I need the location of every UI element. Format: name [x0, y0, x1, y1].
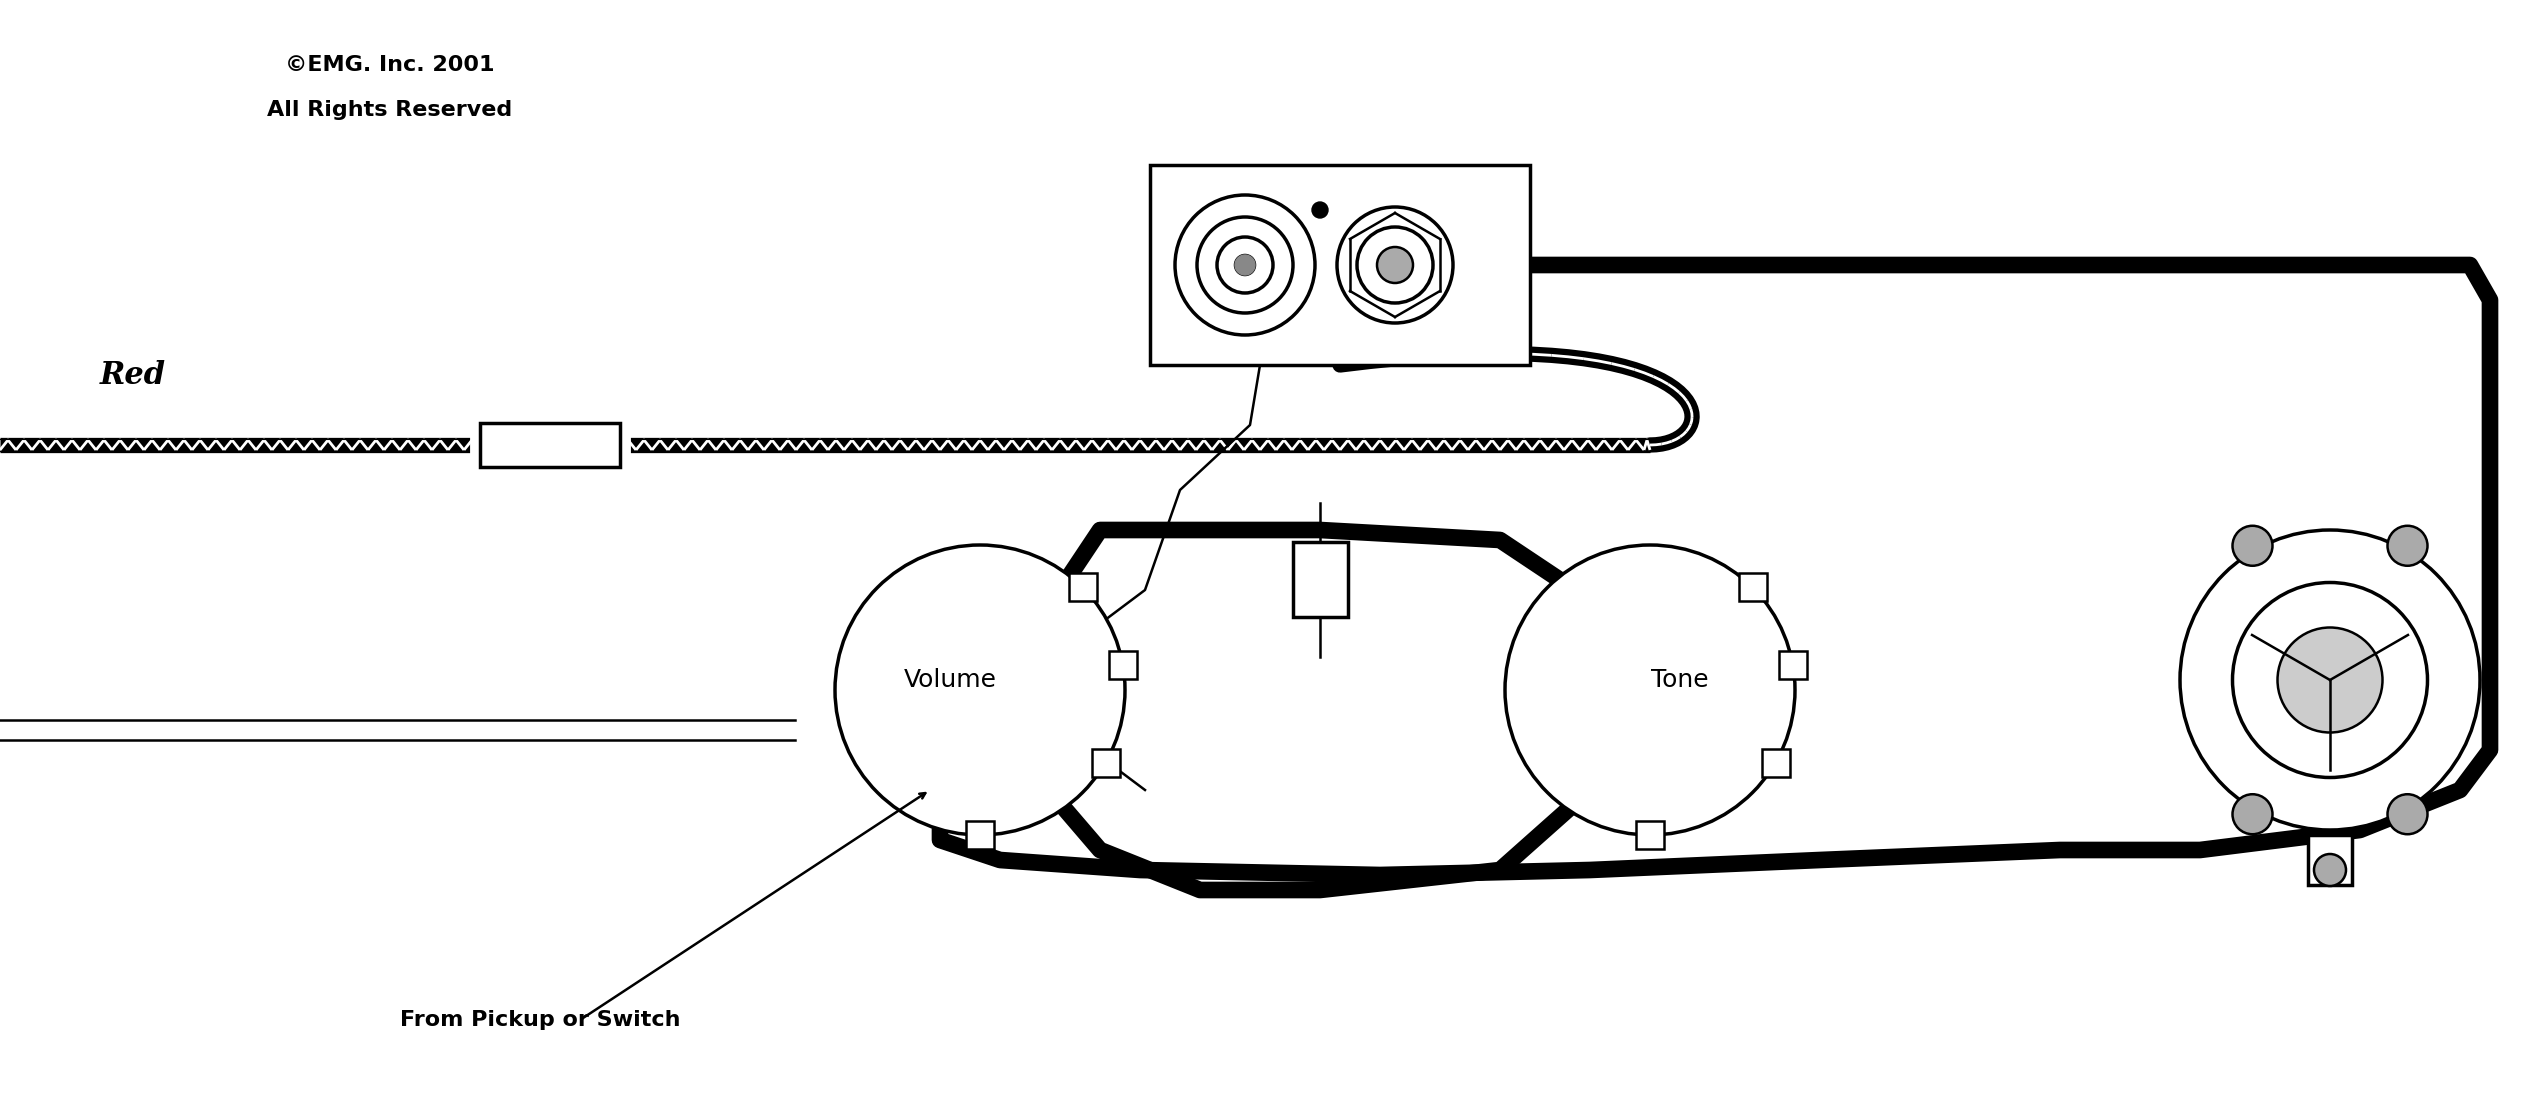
- Circle shape: [2233, 582, 2428, 777]
- Circle shape: [1356, 227, 1433, 304]
- Circle shape: [2179, 530, 2479, 830]
- Bar: [1737, 573, 1765, 601]
- Text: ©EMG. Inc. 2001: ©EMG. Inc. 2001: [284, 55, 495, 75]
- Bar: [1151, 165, 1529, 365]
- Bar: [1110, 651, 1138, 679]
- Bar: [1069, 573, 1097, 601]
- Bar: [1636, 821, 1664, 849]
- Circle shape: [1234, 255, 1255, 276]
- Circle shape: [836, 545, 1125, 836]
- Bar: [2309, 836, 2352, 885]
- Circle shape: [1506, 545, 1796, 836]
- Circle shape: [1176, 195, 1316, 335]
- Bar: [1778, 651, 1806, 679]
- Circle shape: [2314, 855, 2347, 886]
- Text: From Pickup or Switch: From Pickup or Switch: [399, 1010, 681, 1030]
- Circle shape: [1217, 237, 1273, 293]
- Text: All Rights Reserved: All Rights Reserved: [267, 100, 513, 120]
- Circle shape: [2388, 794, 2428, 834]
- Bar: [1293, 542, 1349, 617]
- Circle shape: [2233, 794, 2273, 834]
- Bar: [1763, 748, 1791, 776]
- Circle shape: [1377, 248, 1412, 283]
- Bar: [1092, 748, 1120, 776]
- Circle shape: [2278, 627, 2383, 732]
- Circle shape: [1313, 202, 1328, 218]
- Circle shape: [2233, 525, 2273, 566]
- Circle shape: [1336, 207, 1453, 323]
- Circle shape: [1196, 217, 1293, 312]
- Text: Red: Red: [99, 360, 165, 391]
- Bar: [965, 821, 993, 849]
- Circle shape: [2388, 525, 2428, 566]
- Circle shape: [1234, 255, 1255, 276]
- Bar: [480, 423, 620, 467]
- Text: Tone: Tone: [1651, 668, 1709, 692]
- Text: Volume: Volume: [904, 668, 996, 692]
